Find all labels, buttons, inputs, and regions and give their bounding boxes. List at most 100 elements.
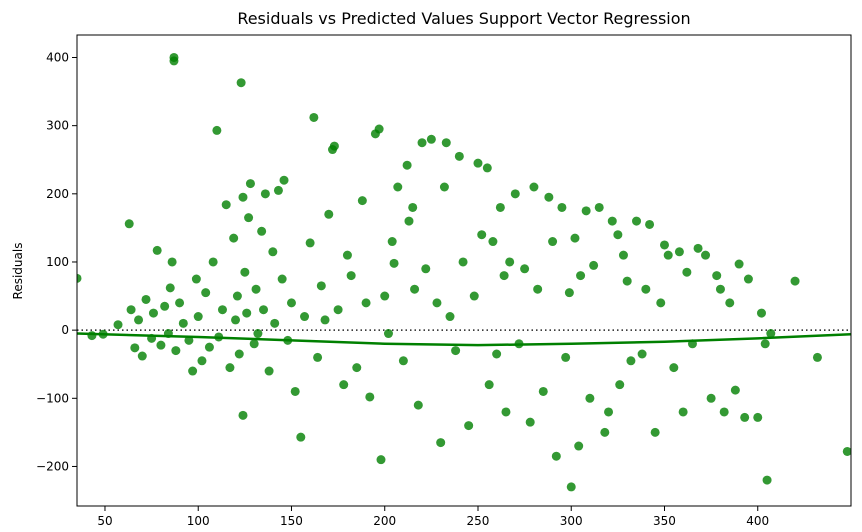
residual-point xyxy=(251,284,261,294)
residual-point xyxy=(561,352,571,362)
residual-point xyxy=(408,202,418,212)
residual-point xyxy=(477,230,487,240)
residual-point xyxy=(387,237,397,247)
residual-point xyxy=(495,202,505,212)
residual-point xyxy=(175,298,185,308)
x-tick-label: 250 xyxy=(467,514,490,528)
residual-point xyxy=(361,298,371,308)
residual-point xyxy=(557,202,567,212)
residual-point xyxy=(740,412,750,422)
residual-point xyxy=(184,335,194,345)
residual-point xyxy=(333,305,343,315)
residual-point xyxy=(812,352,822,362)
residual-point xyxy=(589,260,599,270)
residual-point xyxy=(402,160,412,170)
residual-point xyxy=(505,257,515,267)
residual-point xyxy=(451,346,461,356)
residual-point xyxy=(225,363,235,373)
residual-point xyxy=(305,238,315,248)
residual-point xyxy=(156,340,166,350)
residual-point xyxy=(529,182,539,192)
residual-point xyxy=(548,237,558,247)
residual-point xyxy=(594,202,604,212)
residual-point xyxy=(130,343,140,353)
residual-point xyxy=(242,308,252,318)
residual-point xyxy=(193,312,203,322)
residual-point xyxy=(126,305,136,315)
residual-point xyxy=(482,163,492,173)
residual-point xyxy=(257,226,267,236)
residual-point xyxy=(645,219,655,229)
residual-point xyxy=(743,274,753,284)
residual-point xyxy=(641,284,651,294)
residual-point xyxy=(339,380,349,390)
residual-point xyxy=(576,271,586,281)
data-layer xyxy=(77,52,851,492)
residual-point xyxy=(137,351,147,361)
residual-point xyxy=(277,274,287,284)
residual-point xyxy=(273,185,283,195)
x-tick-label: 350 xyxy=(653,514,676,528)
x-tick-label: 150 xyxy=(280,514,303,528)
residual-point xyxy=(152,245,162,255)
y-tick-label: 100 xyxy=(46,255,69,269)
residual-point xyxy=(551,451,561,461)
residual-point xyxy=(469,291,479,301)
residual-point xyxy=(253,329,263,339)
residual-point xyxy=(570,233,580,243)
residual-point xyxy=(656,298,666,308)
residual-point xyxy=(231,315,241,325)
residual-point xyxy=(725,298,735,308)
residual-point xyxy=(600,427,610,437)
residual-point xyxy=(221,200,231,210)
residual-point xyxy=(417,138,427,148)
residual-point xyxy=(501,407,511,417)
residual-point xyxy=(201,288,211,298)
residual-point xyxy=(376,455,386,465)
residual-point xyxy=(730,385,740,395)
residual-point xyxy=(309,112,319,122)
residual-point xyxy=(760,339,770,349)
residual-point xyxy=(607,216,617,226)
residual-point xyxy=(178,318,188,328)
residual-point xyxy=(342,250,352,260)
y-tick-label: −200 xyxy=(36,459,69,473)
residual-point xyxy=(389,258,399,268)
y-tick-label: 200 xyxy=(46,187,69,201)
residual-point xyxy=(439,182,449,192)
residual-point xyxy=(393,182,403,192)
residual-point xyxy=(296,432,306,442)
residual-point xyxy=(238,410,248,420)
residual-point xyxy=(458,257,468,267)
residual-point xyxy=(270,318,280,328)
residual-point xyxy=(290,386,300,396)
residual-point xyxy=(533,284,543,294)
residual-point xyxy=(229,233,239,243)
y-tick-label: 300 xyxy=(46,119,69,133)
residual-point xyxy=(268,247,278,257)
residual-point xyxy=(464,421,474,431)
residual-point xyxy=(279,175,289,185)
residual-point xyxy=(693,243,703,253)
residual-point xyxy=(715,284,725,294)
residual-point xyxy=(615,380,625,390)
residual-point xyxy=(762,475,772,485)
chart-title: Residuals vs Predicted Values Support Ve… xyxy=(237,9,690,28)
residual-point xyxy=(236,78,246,88)
residual-point xyxy=(324,209,334,219)
residual-point xyxy=(488,237,498,247)
axes-frame xyxy=(76,34,852,507)
residual-point xyxy=(574,441,584,451)
x-tick-label: 50 xyxy=(97,514,112,528)
residual-point xyxy=(753,412,763,422)
residual-point xyxy=(510,189,520,199)
residual-point xyxy=(756,308,766,318)
residual-point xyxy=(674,247,684,257)
residual-point xyxy=(188,366,198,376)
residual-point xyxy=(160,301,170,311)
residual-point xyxy=(365,392,375,402)
residual-point xyxy=(217,305,227,315)
residual-point xyxy=(171,346,181,356)
residual-point xyxy=(374,124,384,134)
residual-point xyxy=(719,407,729,417)
